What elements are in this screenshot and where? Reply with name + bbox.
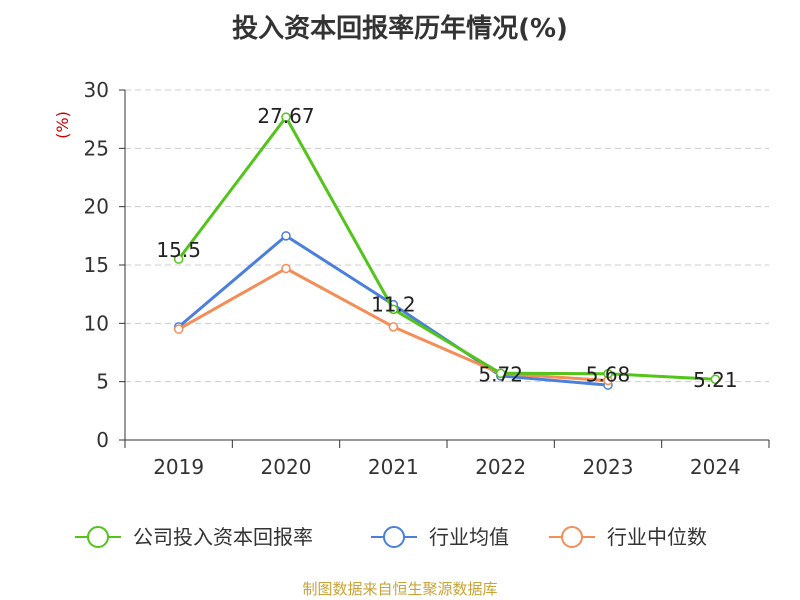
x-tick-label: 2019 (153, 455, 204, 479)
data-point-2 (388, 322, 399, 332)
data-label: 5.72 (478, 362, 523, 386)
y-tick-label: 5 (96, 370, 109, 394)
y-tick-label: 20 (84, 195, 109, 219)
data-source-note: 制图数据来自恒生聚源数据库 (302, 580, 498, 598)
x-tick-label: 2020 (261, 455, 312, 479)
data-label: 5.68 (586, 363, 631, 387)
legend-label: 行业中位数 (607, 525, 707, 549)
data-point-0 (173, 254, 184, 264)
y-tick-label: 15 (84, 253, 109, 277)
y-tick-label: 0 (96, 428, 109, 452)
data-point-0 (710, 374, 721, 384)
data-label: 5.21 (693, 368, 738, 392)
data-point-0 (603, 368, 613, 379)
y-tick-label: 30 (84, 78, 109, 102)
legend-marker (383, 526, 405, 548)
data-point-2 (173, 324, 184, 334)
y-tick-label: 10 (84, 311, 109, 335)
data-point-0 (281, 112, 291, 122)
data-point-0 (495, 368, 506, 379)
x-tick-label: 2021 (368, 455, 419, 479)
y-tick-label: 25 (84, 136, 109, 160)
y-axis-unit: (%) (53, 111, 72, 139)
data-point-1 (281, 231, 291, 241)
legend-marker (561, 526, 583, 548)
legend-label: 行业均值 (429, 525, 509, 549)
x-tick-label: 2022 (475, 455, 526, 479)
data-label: 15.5 (156, 238, 201, 262)
x-tick-label: 2024 (690, 455, 741, 479)
data-label: 11.2 (371, 292, 416, 316)
chart-title: 投入资本回报率历年情况(%) (232, 14, 568, 44)
series-line-0 (177, 115, 716, 381)
data-label: 27.67 (257, 104, 314, 128)
data-point-0 (388, 304, 399, 315)
data-point-2 (281, 263, 291, 274)
x-tick-label: 2023 (583, 455, 634, 479)
legend-label: 公司投入资本回报率 (133, 525, 313, 549)
legend-marker (87, 526, 109, 548)
